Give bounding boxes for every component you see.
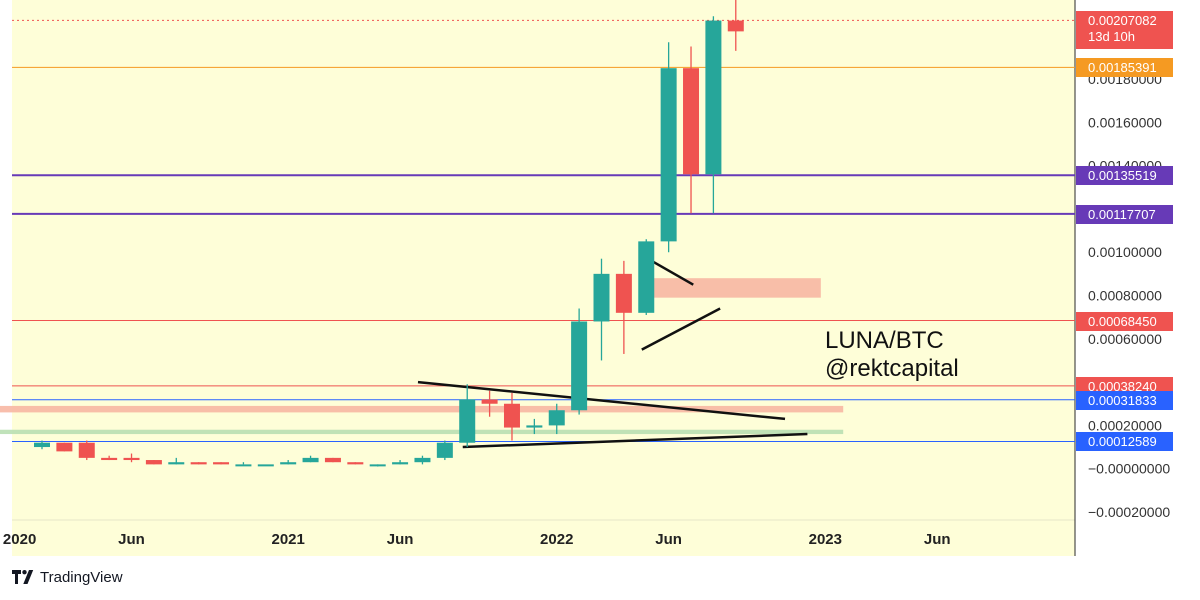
- time-tick-label: Jun: [118, 531, 145, 548]
- price-tick-label: 0.00080000: [1088, 288, 1162, 304]
- support-resistance-zone: [0, 429, 844, 435]
- level-price-label: 0.00117707: [1076, 204, 1173, 224]
- price-tick-label: 0.00060000: [1088, 331, 1162, 347]
- candle-body: [503, 403, 520, 428]
- level-price-label: 0.00068450: [1076, 311, 1173, 331]
- candle-body: [548, 410, 565, 426]
- candle-body: [571, 321, 588, 411]
- price-tick-label: −0.00000000: [1088, 461, 1170, 477]
- time-tick-label: 2023: [809, 531, 842, 548]
- candle-body: [369, 464, 386, 467]
- candle-body: [280, 462, 297, 465]
- price-tick-label: 0.00160000: [1088, 114, 1162, 130]
- candle-body: [168, 462, 185, 465]
- candle-body: [34, 442, 50, 448]
- candle-body: [481, 399, 498, 404]
- trend-line: [417, 380, 786, 421]
- candle-body: [705, 20, 722, 175]
- candle-body: [683, 68, 700, 175]
- candle-body: [123, 457, 140, 461]
- time-tick-label: Jun: [655, 531, 682, 548]
- author-handle: @rektcapital: [825, 355, 959, 382]
- candle-body: [257, 464, 274, 467]
- trend-line: [462, 432, 808, 449]
- candle-body: [638, 241, 655, 313]
- candle-countdown: 13d 10h: [1088, 29, 1135, 44]
- tradingview-brand[interactable]: TradingView: [12, 567, 123, 587]
- candle-body: [78, 442, 95, 458]
- support-resistance-zone: [641, 278, 821, 298]
- chart-watermark: LUNA/BTC @rektcapital: [825, 327, 959, 383]
- candle-body: [526, 425, 543, 428]
- time-tick-label: 2022: [540, 531, 573, 548]
- tradingview-logo-icon: [12, 570, 34, 584]
- price-tick-label: −0.00020000: [1088, 504, 1170, 520]
- candle-body: [727, 20, 744, 32]
- time-tick-label: 2021: [271, 531, 304, 548]
- price-scale-background: [1075, 0, 1200, 600]
- chart-background: [12, 0, 1075, 520]
- candle-body: [414, 457, 431, 463]
- candle-body: [392, 462, 409, 465]
- time-tick-label: Jun: [387, 531, 414, 548]
- level-price-label: 0.00012589: [1076, 432, 1173, 452]
- candle-body: [145, 460, 162, 465]
- trend-line: [641, 307, 721, 351]
- candle-body: [615, 273, 632, 313]
- level-price-label: 0.00135519: [1076, 166, 1173, 186]
- candle-body: [56, 442, 73, 452]
- time-tick-label: 2020: [3, 531, 36, 548]
- candle-body: [101, 457, 118, 461]
- support-resistance-zone: [0, 405, 844, 413]
- candle-body: [302, 457, 319, 463]
- brand-name: TradingView: [40, 568, 123, 586]
- candle-body: [593, 273, 610, 322]
- level-price-label: 0.00207082: [1076, 11, 1173, 50]
- price-tick-label: 0.00020000: [1088, 417, 1162, 433]
- candle-body: [660, 68, 677, 242]
- candle-body: [190, 462, 207, 465]
- time-axis-background: [12, 520, 1075, 556]
- candle-body: [459, 399, 476, 443]
- symbol-title: LUNA/BTC: [825, 327, 944, 354]
- price-tick-label: 0.00100000: [1088, 244, 1162, 260]
- candle-body: [213, 462, 230, 465]
- candle-body: [324, 457, 341, 463]
- candle-body: [235, 464, 252, 467]
- level-price-label: 0.00185391: [1076, 58, 1173, 78]
- candle-body: [436, 442, 453, 458]
- level-price-label: 0.00031833: [1076, 390, 1173, 410]
- candle-body: [347, 462, 364, 465]
- time-tick-label: Jun: [924, 531, 951, 548]
